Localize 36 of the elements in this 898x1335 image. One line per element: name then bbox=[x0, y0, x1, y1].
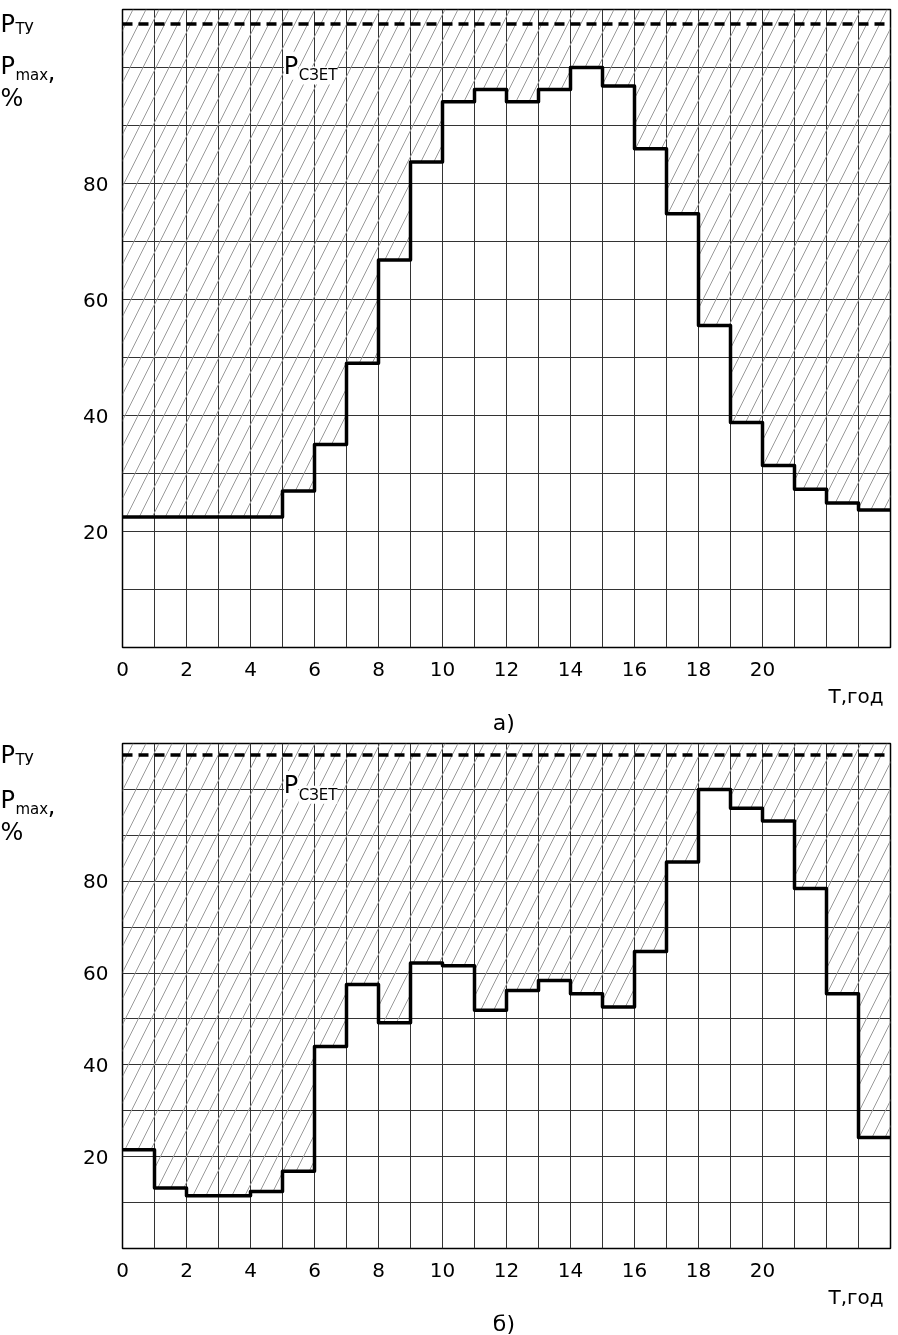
x-axis-title: T,год bbox=[827, 683, 884, 708]
y-tick-label: 80 bbox=[83, 171, 109, 196]
x-tick-label: 14 bbox=[557, 656, 584, 681]
x-tick-label: 2 bbox=[180, 1257, 193, 1282]
x-tick-label: 16 bbox=[621, 1257, 648, 1282]
x-tick-label: 6 bbox=[308, 1257, 321, 1282]
x-tick-label: 0 bbox=[116, 1257, 129, 1282]
ref-line-label: PТУ bbox=[0, 10, 34, 38]
y-tick-label: 60 bbox=[83, 961, 109, 986]
x-tick-label: 2 bbox=[180, 656, 193, 681]
y-tick-label: 20 bbox=[83, 519, 109, 544]
x-tick-label: 18 bbox=[685, 1257, 712, 1282]
y-tick-label: 80 bbox=[83, 869, 109, 894]
x-tick-label: 16 bbox=[621, 656, 648, 681]
x-tick-label: 10 bbox=[429, 656, 456, 681]
x-tick-label: 10 bbox=[429, 1257, 456, 1282]
x-tick-label: 20 bbox=[749, 1257, 776, 1282]
x-tick-label: 4 bbox=[244, 1257, 257, 1282]
x-tick-label: 18 bbox=[685, 656, 712, 681]
x-tick-label: 4 bbox=[244, 656, 257, 681]
y-tick-label: 60 bbox=[83, 287, 109, 312]
x-tick-label: 12 bbox=[493, 656, 520, 681]
y-tick-label: 40 bbox=[83, 1052, 109, 1077]
x-tick-label: 8 bbox=[372, 656, 385, 681]
x-axis-title: T,год bbox=[827, 1284, 884, 1309]
text: б) bbox=[492, 1310, 516, 1335]
y-tick-label: 40 bbox=[83, 403, 109, 428]
x-tick-label: 6 bbox=[308, 656, 321, 681]
y-tick-label: 20 bbox=[83, 1144, 109, 1169]
x-tick-label: 14 bbox=[557, 1257, 584, 1282]
x-tick-label: 12 bbox=[493, 1257, 520, 1282]
ref-line-label: PТУ bbox=[0, 740, 34, 769]
x-tick-label: 8 bbox=[372, 1257, 385, 1282]
x-tick-label: 0 bbox=[116, 656, 129, 681]
x-tick-label: 20 bbox=[749, 656, 776, 681]
text: а) bbox=[492, 709, 515, 735]
